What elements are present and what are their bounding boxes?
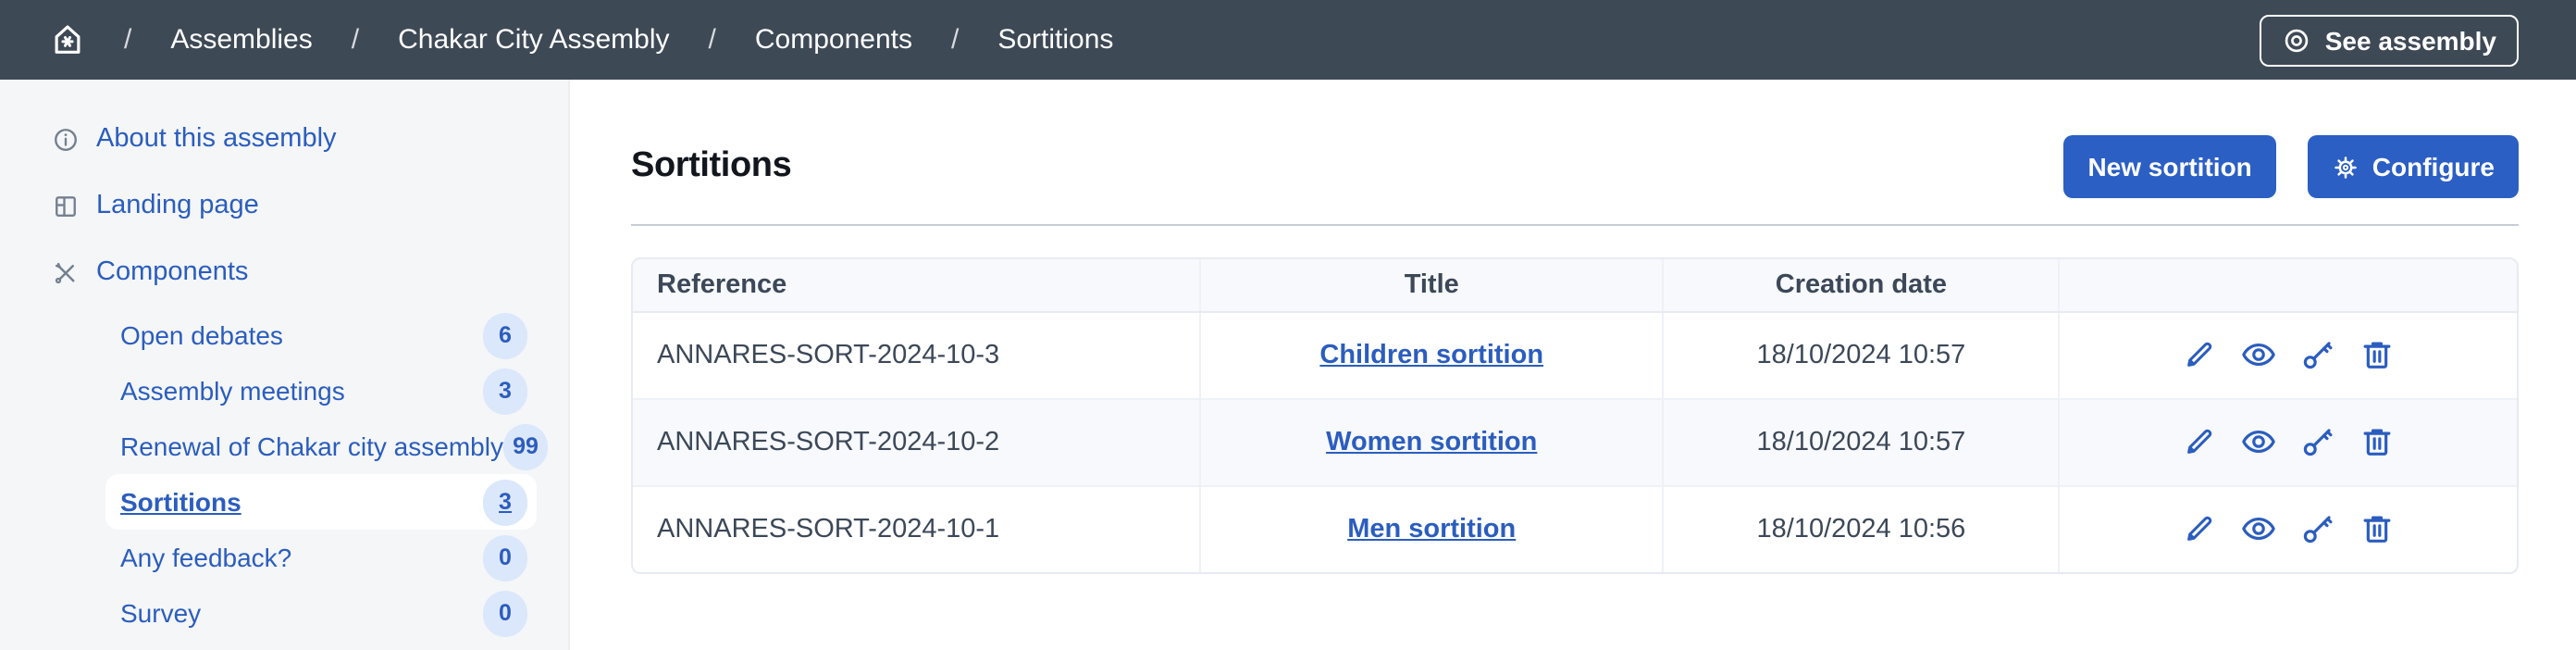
sortitions-table: Reference Title Creation date ANNARES-SO… <box>631 257 2519 574</box>
count-badge: 99 <box>502 423 548 469</box>
eye-icon <box>2241 512 2276 547</box>
breadcrumb-separator: / <box>708 24 716 56</box>
breadcrumb-assembly[interactable]: Chakar City Assembly <box>398 24 670 56</box>
creation-date-column-header: Creation date <box>1663 259 2061 312</box>
sidebar-item-survey[interactable]: Survey 0 <box>105 585 537 641</box>
breadcrumb: / Assemblies / Chakar City Assembly / Co… <box>50 22 1113 57</box>
sidebar-item-label: Landing page <box>96 191 259 220</box>
reference-cell: ANNARES-SORT-2024-10-2 <box>633 397 1201 485</box>
delete-button[interactable] <box>2359 512 2395 547</box>
sortition-title-link[interactable]: Women sortition <box>1326 427 1538 456</box>
permissions-button[interactable] <box>2300 512 2335 547</box>
see-assembly-label: See assembly <box>2324 25 2496 55</box>
sidebar: About this assembly Landing page Compone… <box>0 80 570 650</box>
page-title: Sortitions <box>631 146 792 185</box>
layout-grid-icon <box>52 192 80 219</box>
delete-button[interactable] <box>2359 337 2395 372</box>
sidebar-item-landing-page[interactable]: Landing page <box>0 172 568 239</box>
table-row: ANNARES-SORT-2024-10-1 Men sortition 18/… <box>633 484 2517 572</box>
edit-button[interactable] <box>2182 337 2217 372</box>
count-badge: 3 <box>483 368 527 414</box>
sidebar-item-assembly-meetings[interactable]: Assembly meetings 3 <box>105 363 537 419</box>
table-row: ANNARES-SORT-2024-10-2 Women sortition 1… <box>633 397 2517 485</box>
edit-button[interactable] <box>2182 424 2217 459</box>
configure-label: Configure <box>2372 152 2495 181</box>
reference-cell: ANNARES-SORT-2024-10-1 <box>633 484 1201 572</box>
permissions-button[interactable] <box>2300 424 2335 459</box>
count-badge: 6 <box>483 312 527 358</box>
home-icon <box>50 22 85 57</box>
key-icon <box>2300 337 2335 372</box>
eye-icon <box>2241 337 2276 372</box>
breadcrumb-components[interactable]: Components <box>754 24 912 56</box>
eye-icon <box>2283 25 2312 55</box>
see-assembly-button[interactable]: See assembly <box>2260 14 2519 66</box>
sidebar-item-open-debates[interactable]: Open debates 6 <box>105 307 537 363</box>
configure-button[interactable]: Configure <box>2307 135 2519 198</box>
creation-date-cell: 18/10/2024 10:57 <box>1663 311 2061 398</box>
tools-icon <box>52 258 80 286</box>
trash-icon <box>2359 337 2395 372</box>
breadcrumb-sortitions[interactable]: Sortitions <box>997 24 1114 56</box>
pencil-icon <box>2182 424 2217 459</box>
actions-column-header <box>2059 259 2517 312</box>
count-badge: 0 <box>483 590 527 636</box>
info-icon <box>52 125 80 153</box>
home-link[interactable] <box>50 22 85 57</box>
edit-button[interactable] <box>2182 512 2217 547</box>
permissions-button[interactable] <box>2300 337 2335 372</box>
reference-cell: ANNARES-SORT-2024-10-3 <box>633 311 1201 398</box>
sidebar-item-components[interactable]: Components <box>0 239 568 306</box>
preview-button[interactable] <box>2241 512 2276 547</box>
divider <box>631 224 2519 226</box>
sidebar-item-renewal[interactable]: Renewal of Chakar city assembly 99 <box>105 419 548 474</box>
title-column-header: Title <box>1199 259 1665 312</box>
sidebar-item-label: Components <box>96 257 249 287</box>
new-sortition-button[interactable]: New sortition <box>2063 135 2276 198</box>
trash-icon <box>2359 424 2395 459</box>
breadcrumb-separator: / <box>951 24 960 56</box>
breadcrumb-separator: / <box>351 24 360 56</box>
preview-button[interactable] <box>2241 424 2276 459</box>
eye-icon <box>2241 424 2276 459</box>
count-badge: 0 <box>483 534 527 581</box>
sidebar-item-about[interactable]: About this assembly <box>0 106 568 172</box>
main-content: Sortitions New sortition Configure Refer… <box>570 80 2576 650</box>
key-icon <box>2300 424 2335 459</box>
trash-icon <box>2359 512 2395 547</box>
count-badge: 3 <box>483 479 527 525</box>
components-list: Open debates 6 Assembly meetings 3 Renew… <box>0 307 568 641</box>
pencil-icon <box>2182 512 2217 547</box>
sidebar-item-sortitions[interactable]: Sortitions 3 <box>105 474 537 530</box>
sortition-title-link[interactable]: Men sortition <box>1347 514 1517 544</box>
preview-button[interactable] <box>2241 337 2276 372</box>
key-icon <box>2300 512 2335 547</box>
sidebar-item-label: About this assembly <box>96 124 337 154</box>
creation-date-cell: 18/10/2024 10:57 <box>1663 397 2061 485</box>
breadcrumb-bar: / Assemblies / Chakar City Assembly / Co… <box>0 0 2576 80</box>
table-row: ANNARES-SORT-2024-10-3 Children sortitio… <box>633 311 2517 398</box>
sortition-title-link[interactable]: Children sortition <box>1319 340 1544 369</box>
delete-button[interactable] <box>2359 424 2395 459</box>
pencil-icon <box>2182 337 2217 372</box>
reference-column-header: Reference <box>633 259 1201 312</box>
breadcrumb-separator: / <box>124 24 132 56</box>
creation-date-cell: 18/10/2024 10:56 <box>1663 484 2061 572</box>
table-header-row: Reference Title Creation date <box>633 259 2517 312</box>
breadcrumb-assemblies[interactable]: Assemblies <box>170 24 313 56</box>
gear-icon <box>2332 153 2359 181</box>
sidebar-item-any-feedback[interactable]: Any feedback? 0 <box>105 530 537 585</box>
